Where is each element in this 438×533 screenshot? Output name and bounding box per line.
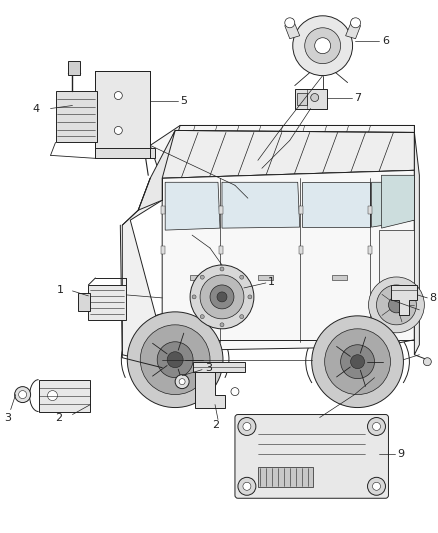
Bar [258,275,273,280]
Circle shape [240,314,244,319]
Polygon shape [155,131,414,178]
Text: 6: 6 [382,36,389,46]
Text: 4: 4 [32,103,40,114]
Circle shape [127,312,223,408]
Circle shape [325,329,390,394]
Circle shape [231,387,239,395]
Circle shape [350,18,360,28]
Circle shape [372,482,381,490]
Polygon shape [193,362,245,372]
Circle shape [377,285,417,325]
Bar [379,230,414,320]
Bar [299,206,303,214]
Circle shape [200,275,204,279]
Polygon shape [285,19,300,39]
Circle shape [200,314,204,319]
Bar [364,340,399,355]
Text: 3: 3 [5,413,12,423]
Circle shape [200,275,244,319]
Circle shape [305,28,341,63]
Circle shape [114,126,122,134]
Circle shape [293,16,353,76]
Text: 5: 5 [180,95,187,106]
Bar [219,206,223,214]
Polygon shape [138,131,175,210]
Bar [367,206,371,214]
Circle shape [179,378,185,385]
Circle shape [240,275,244,279]
Circle shape [48,391,57,401]
Circle shape [243,482,251,490]
Circle shape [114,92,122,100]
Polygon shape [222,182,300,228]
Bar [332,275,346,280]
Circle shape [367,417,385,435]
Circle shape [389,297,404,313]
Text: 7: 7 [355,93,362,102]
Circle shape [192,295,196,299]
Bar [161,206,165,214]
Circle shape [157,342,193,378]
Circle shape [424,358,431,366]
Circle shape [143,151,147,155]
Text: 1: 1 [57,285,64,295]
Text: 9: 9 [397,449,405,459]
Circle shape [175,375,189,389]
Circle shape [220,267,224,271]
Bar [95,71,150,150]
Bar [68,61,81,75]
Bar [258,467,313,487]
Text: 3: 3 [205,362,212,373]
Circle shape [190,265,254,329]
Bar [39,379,90,411]
Bar [161,246,165,254]
Circle shape [312,316,403,408]
FancyBboxPatch shape [235,415,389,498]
Circle shape [367,478,385,495]
Bar [56,91,97,142]
Circle shape [314,38,331,54]
Circle shape [167,352,183,368]
Bar [299,246,303,254]
Circle shape [140,325,210,394]
Bar [297,93,307,104]
Text: 1: 1 [268,277,275,287]
Bar [219,246,223,254]
Polygon shape [122,178,163,365]
Circle shape [220,323,224,327]
Polygon shape [165,182,220,230]
Polygon shape [95,148,155,158]
Bar [88,285,126,320]
Circle shape [311,94,319,101]
Text: 8: 8 [429,293,436,303]
Polygon shape [195,370,225,408]
Polygon shape [392,285,417,315]
Circle shape [14,386,31,402]
Circle shape [248,295,252,299]
Circle shape [285,18,295,28]
Bar [78,293,90,311]
Polygon shape [381,175,414,228]
Polygon shape [346,19,360,39]
Polygon shape [371,182,414,227]
Polygon shape [414,132,419,355]
Circle shape [238,478,256,495]
Circle shape [19,391,27,399]
Circle shape [368,277,424,333]
Polygon shape [302,182,370,227]
Circle shape [372,423,381,431]
Circle shape [217,292,227,302]
Circle shape [238,417,256,435]
Polygon shape [150,125,414,175]
Bar [295,88,327,109]
Circle shape [210,285,234,309]
Circle shape [350,355,364,369]
Bar [367,246,371,254]
Bar [190,275,205,280]
Circle shape [341,345,374,378]
Polygon shape [162,171,414,350]
Text: 2: 2 [212,421,219,431]
Text: 2: 2 [56,413,63,423]
Circle shape [243,423,251,431]
